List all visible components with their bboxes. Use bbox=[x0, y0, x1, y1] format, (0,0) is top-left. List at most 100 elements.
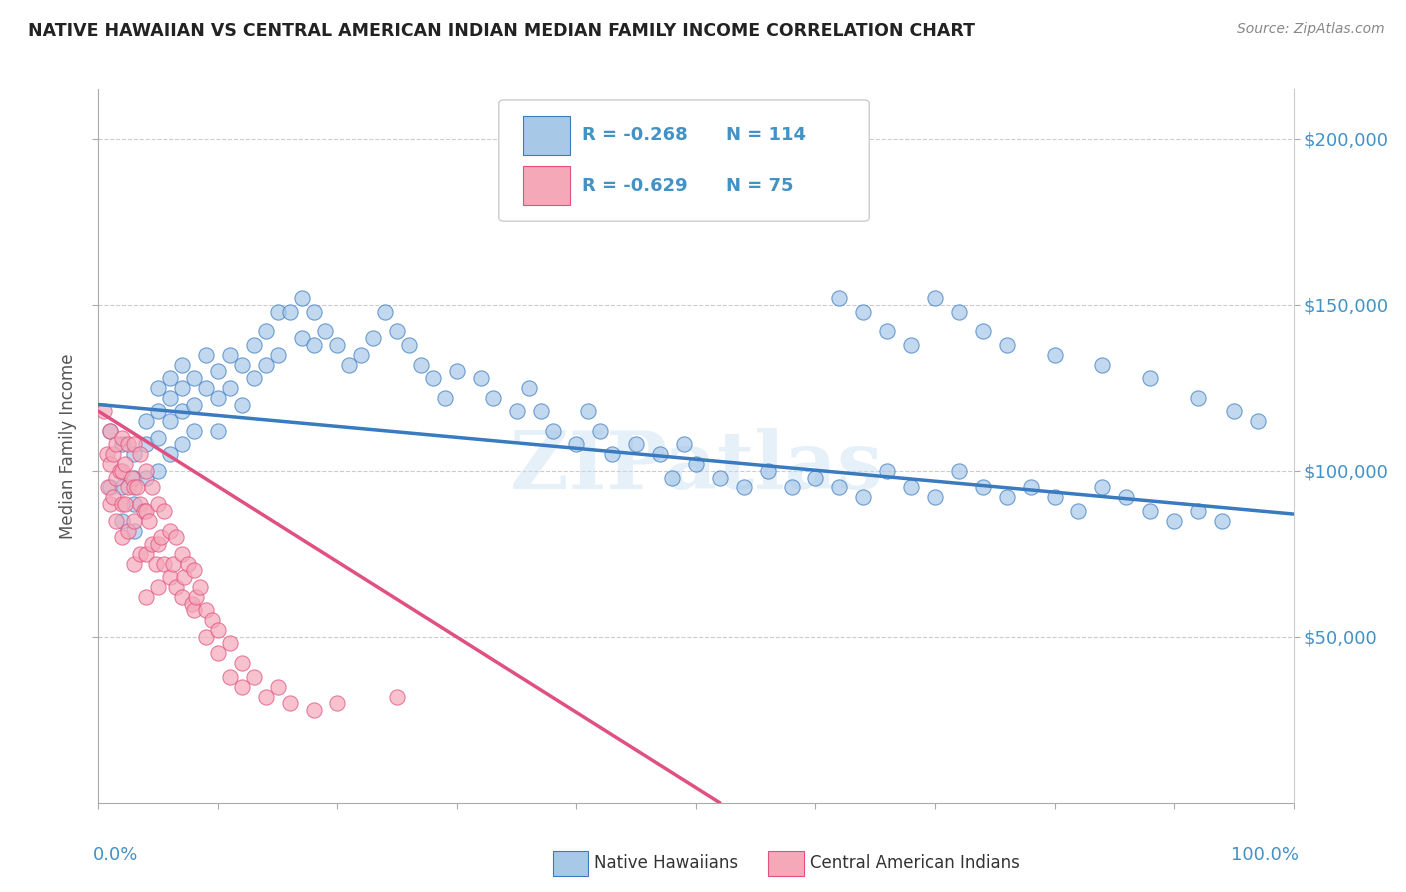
Point bbox=[148, 431, 170, 445]
Point bbox=[852, 304, 875, 318]
Point bbox=[177, 557, 200, 571]
Point bbox=[398, 338, 420, 352]
Point bbox=[972, 481, 994, 495]
Point bbox=[98, 481, 122, 495]
Point bbox=[96, 447, 118, 461]
Point bbox=[159, 524, 181, 538]
Point bbox=[900, 481, 922, 495]
Point bbox=[267, 304, 290, 318]
Bar bbox=[768, 851, 804, 876]
Point bbox=[254, 358, 277, 372]
Point bbox=[111, 497, 134, 511]
Point bbox=[661, 470, 683, 484]
Point bbox=[207, 424, 229, 438]
Point bbox=[446, 364, 468, 378]
Point bbox=[129, 547, 152, 561]
Point bbox=[183, 424, 205, 438]
Point bbox=[149, 530, 172, 544]
Point bbox=[1139, 504, 1161, 518]
Point bbox=[1091, 358, 1114, 372]
Point bbox=[219, 381, 242, 395]
Point bbox=[105, 514, 128, 528]
Point bbox=[374, 304, 396, 318]
Point bbox=[231, 397, 253, 411]
Point bbox=[101, 491, 124, 505]
Point bbox=[506, 404, 529, 418]
Point bbox=[98, 457, 122, 471]
Point bbox=[673, 437, 696, 451]
Point bbox=[145, 557, 167, 571]
Point bbox=[219, 670, 242, 684]
Point bbox=[141, 537, 163, 551]
Point bbox=[433, 391, 456, 405]
Point bbox=[243, 371, 266, 385]
Point bbox=[172, 381, 194, 395]
Point bbox=[148, 404, 170, 418]
Point bbox=[153, 504, 176, 518]
Point bbox=[876, 325, 898, 339]
Point bbox=[111, 431, 134, 445]
Text: NATIVE HAWAIIAN VS CENTRAL AMERICAN INDIAN MEDIAN FAMILY INCOME CORRELATION CHAR: NATIVE HAWAIIAN VS CENTRAL AMERICAN INDI… bbox=[28, 22, 976, 40]
Point bbox=[1246, 414, 1268, 428]
Point bbox=[124, 557, 146, 571]
Point bbox=[565, 437, 588, 451]
Point bbox=[117, 524, 139, 538]
Point bbox=[278, 304, 301, 318]
Point bbox=[124, 481, 146, 495]
Point bbox=[135, 590, 157, 604]
Point bbox=[1067, 504, 1090, 518]
Point bbox=[231, 680, 253, 694]
Point bbox=[148, 580, 170, 594]
Point bbox=[183, 397, 205, 411]
Point bbox=[626, 437, 648, 451]
Point bbox=[129, 447, 152, 461]
Point bbox=[111, 514, 134, 528]
Point bbox=[326, 696, 349, 710]
Point bbox=[105, 437, 128, 451]
Point bbox=[876, 464, 898, 478]
Point bbox=[648, 447, 672, 461]
Point bbox=[529, 404, 551, 418]
Point bbox=[125, 481, 148, 495]
Point bbox=[602, 447, 624, 461]
Point bbox=[1091, 481, 1114, 495]
Point bbox=[159, 371, 181, 385]
Point bbox=[172, 404, 194, 418]
Point bbox=[1222, 404, 1246, 418]
Point bbox=[1163, 514, 1185, 528]
Point bbox=[207, 624, 229, 638]
Point bbox=[1019, 481, 1042, 495]
Point bbox=[172, 547, 194, 561]
Point bbox=[924, 491, 946, 505]
Point bbox=[194, 603, 218, 617]
Point bbox=[207, 364, 229, 378]
Text: R = -0.268: R = -0.268 bbox=[582, 127, 688, 145]
Point bbox=[1187, 504, 1209, 518]
Point bbox=[135, 464, 157, 478]
Point bbox=[385, 325, 409, 339]
Point bbox=[98, 424, 122, 438]
Point bbox=[541, 424, 564, 438]
Y-axis label: Median Family Income: Median Family Income bbox=[59, 353, 77, 539]
Point bbox=[948, 304, 970, 318]
Text: ZIPatlas: ZIPatlas bbox=[510, 428, 882, 507]
Point bbox=[302, 338, 325, 352]
Text: 0.0%: 0.0% bbox=[93, 846, 138, 863]
Bar bbox=[523, 166, 571, 205]
Point bbox=[995, 491, 1018, 505]
Point bbox=[138, 514, 160, 528]
Point bbox=[804, 470, 827, 484]
Point bbox=[194, 381, 218, 395]
Point bbox=[780, 481, 803, 495]
Point bbox=[172, 590, 194, 604]
Point bbox=[148, 464, 170, 478]
Point bbox=[254, 690, 277, 704]
Text: Central American Indians: Central American Indians bbox=[810, 855, 1019, 872]
Point bbox=[183, 603, 205, 617]
Point bbox=[135, 437, 157, 451]
Point bbox=[194, 630, 218, 644]
Point bbox=[1211, 514, 1233, 528]
Point bbox=[972, 325, 994, 339]
Point bbox=[219, 348, 242, 362]
Point bbox=[101, 447, 124, 461]
